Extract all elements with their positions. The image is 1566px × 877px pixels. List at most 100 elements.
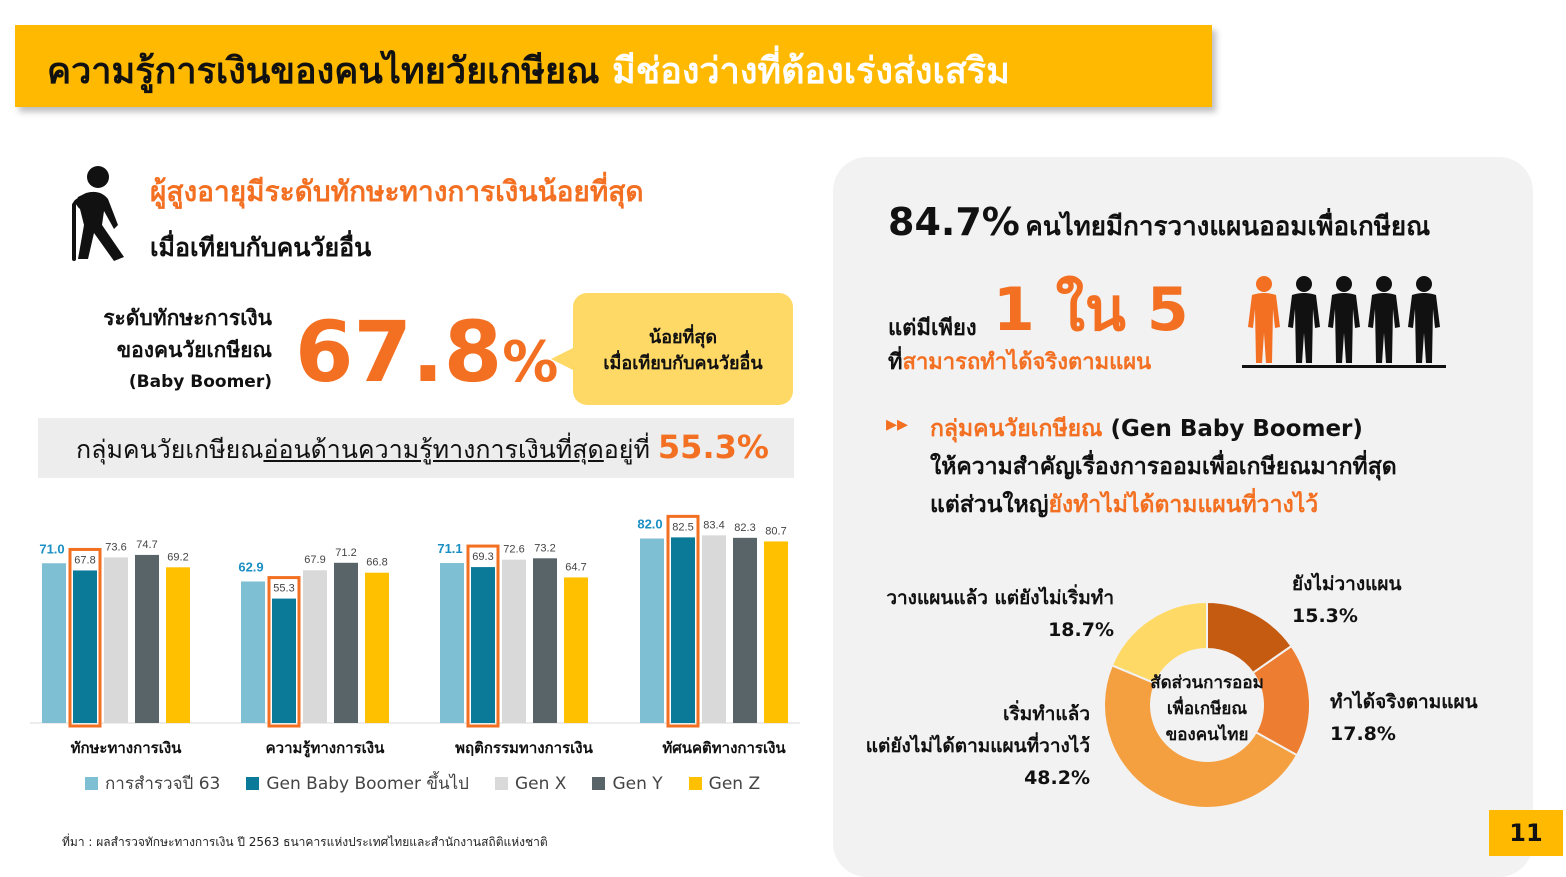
bar: [671, 537, 695, 723]
donut-value-2: 48.2%: [1024, 767, 1090, 789]
highlight-box: [666, 514, 700, 728]
bullet-line-3-orange: ยังทำไม่ได้ตามแผนที่วางไว้: [1048, 492, 1319, 518]
bar: [272, 598, 296, 723]
legend-swatch: [85, 777, 98, 790]
highlight-box: [68, 547, 102, 728]
page-number: 11: [1489, 810, 1563, 856]
skill-label-line-1: ระดับทักษะการเงิน: [103, 306, 272, 330]
legend-swatch: [592, 777, 606, 790]
donut-label-2a: เริ่มทำแล้ว: [1003, 703, 1090, 725]
bar: [166, 567, 190, 723]
person-icon: [1248, 276, 1280, 363]
bullet-line-2: ให้ความสำคัญเรื่องการออมเพื่อเกษียณมากที…: [930, 454, 1397, 480]
weak-knowledge-strip: กลุ่มคนวัยเกษียณอ่อนด้านความรู้ทางการเงิ…: [38, 418, 794, 478]
skill-label-line-3: (Baby Boomer): [128, 372, 272, 392]
skill-label-line-2: ของคนวัยเกษียณ: [116, 338, 272, 362]
callout-line-2: เมื่อเทียบกับคนวัยอื่น: [603, 353, 763, 374]
skill-label: ระดับทักษะการเงิน ของคนวัยเกษียณ (Baby B…: [40, 302, 272, 398]
bullet-line-3-pre: แต่ส่วนใหญ่: [930, 492, 1049, 518]
category-label: พฤติกรรมทางการเงิน: [455, 739, 593, 757]
bar-value-label: 55.3: [273, 583, 294, 595]
bar-value-label: 73.2: [534, 542, 555, 554]
bar: [365, 572, 389, 723]
bar-value-label: 71.1: [437, 541, 462, 556]
bullet-text: กลุ่มคนวัยเกษียณ (Gen Baby Boomer) ให้คว…: [930, 410, 1397, 524]
person-icon: [1408, 276, 1440, 363]
stat-value: 84.7%: [888, 200, 1020, 244]
chart-legend: การสำรวจปี 63 Gen Baby Boomer ขึ้นไป Gen X…: [85, 770, 786, 797]
donut-value-0: 15.3%: [1292, 605, 1358, 627]
bar: [502, 559, 526, 723]
donut-label-0: ยังไม่วางแผน: [1292, 573, 1402, 595]
legend-item: Gen Baby Boomer ขึ้นไป: [246, 770, 469, 797]
bar: [471, 567, 495, 723]
donut-label-not-planned: ยังไม่วางแผน 15.3%: [1292, 568, 1401, 632]
legend-item: Gen Y: [592, 773, 663, 794]
donut-value-3: 18.7%: [1048, 619, 1114, 641]
weak-prefix: กลุ่มคนวัยเกษียณ: [76, 435, 264, 464]
category-label: ความรู้ทางการเงิน: [266, 739, 385, 758]
donut-label-started: เริ่มทำแล้ว แต่ยังไม่ได้ตามแผนที่วางไว้ …: [842, 698, 1090, 794]
bar-value-label: 82.5: [672, 521, 693, 533]
donut-label-2b: แต่ยังไม่ได้ตามแผนที่วางไว้: [865, 735, 1090, 757]
bar-value-label: 62.9: [238, 559, 263, 574]
bar: [42, 563, 66, 723]
legend-label: Gen Y: [612, 773, 663, 794]
bar-value-label: 72.6: [503, 544, 524, 556]
donut-chart: [1103, 600, 1311, 809]
only-prefix: แต่มีเพียง: [888, 316, 977, 341]
callout-line-1: น้อยที่สุด: [648, 327, 718, 348]
bar: [733, 537, 757, 723]
bar: [104, 557, 128, 723]
bar: [334, 562, 358, 723]
skill-value: 67.8: [295, 303, 503, 401]
bar-value-label: 67.9: [304, 554, 325, 566]
legend-swatch: [246, 777, 260, 790]
donut-center-line-1: สัดส่วนการออม: [1150, 673, 1264, 693]
bar: [564, 577, 588, 723]
bar: [135, 554, 159, 723]
bar: [640, 538, 664, 723]
bar: [73, 570, 97, 723]
category-label: ทักษะทางการเงิน: [71, 739, 183, 757]
only-big: 1 ใน 5: [993, 275, 1189, 345]
bullet-orange: กลุ่มคนวัยเกษียณ: [930, 416, 1103, 442]
weak-suffix: อยู่ที่: [603, 435, 650, 464]
bar-value-label: 82.0: [637, 517, 662, 532]
bar-value-label: 69.3: [472, 551, 493, 563]
bar: [702, 535, 726, 723]
bar-chart: 71.0 67.8 73.6 74.7 69.2 ทักษะทางการเงิน 62.9 5…: [30, 514, 800, 758]
source-note: ที่มา : ผลสำรวจทักษะทางการเงิน ปี 2563 ธ…: [62, 835, 548, 849]
highlight-box: [267, 576, 301, 728]
person-icon: [1368, 276, 1400, 363]
donut-label-1: ทำได้จริงตามแผน: [1330, 691, 1478, 713]
legend-label: การสำรวจปี 63: [105, 774, 221, 794]
bar-value-label: 71.0: [39, 541, 64, 556]
legend-swatch: [494, 777, 508, 790]
legend-label: Gen Baby Boomer ขึ้นไป: [266, 774, 469, 794]
elderly-person-icon: [72, 166, 124, 261]
only-line-2-pre: ที่: [888, 350, 903, 375]
bar: [241, 581, 265, 723]
person-icon: [1328, 276, 1360, 363]
bar-value-label: 83.4: [703, 519, 724, 531]
highlight-box: [466, 544, 500, 728]
category-label: ทัศนคติทางการเงิน: [662, 739, 786, 757]
weak-value: 55.3%: [657, 428, 769, 466]
person-icon: [1288, 276, 1320, 363]
page-title: ความรู้การเงินของคนไทยวัยเกษียณ มีช่องว่…: [47, 42, 1010, 99]
donut-label-achieved: ทำได้จริงตามแผน 17.8%: [1330, 686, 1478, 750]
least-callout: น้อยที่สุด เมื่อเทียบกับคนวัยอื่น: [551, 293, 793, 405]
skill-big-value: 67.8%: [295, 302, 558, 413]
left-subheadline: เมื่อเทียบกับคนวัยอื่น: [150, 233, 372, 262]
weak-underlined: อ่อนด้านความรู้ทางการเงินที่สุด: [263, 435, 604, 464]
bar: [440, 563, 464, 723]
only-line-2-orange: สามารถทำได้จริงตามแผน: [902, 350, 1152, 375]
legend-swatch: [688, 777, 702, 790]
skill-percent-sign: %: [502, 330, 559, 395]
bar-value-label: 66.8: [366, 557, 387, 569]
legend-item: การสำรวจปี 63: [85, 770, 220, 797]
people-icons: [1242, 276, 1446, 368]
only-line-2: ที่สามารถทำได้จริงตามแผน: [888, 344, 1151, 379]
donut-value-1: 17.8%: [1330, 723, 1396, 745]
